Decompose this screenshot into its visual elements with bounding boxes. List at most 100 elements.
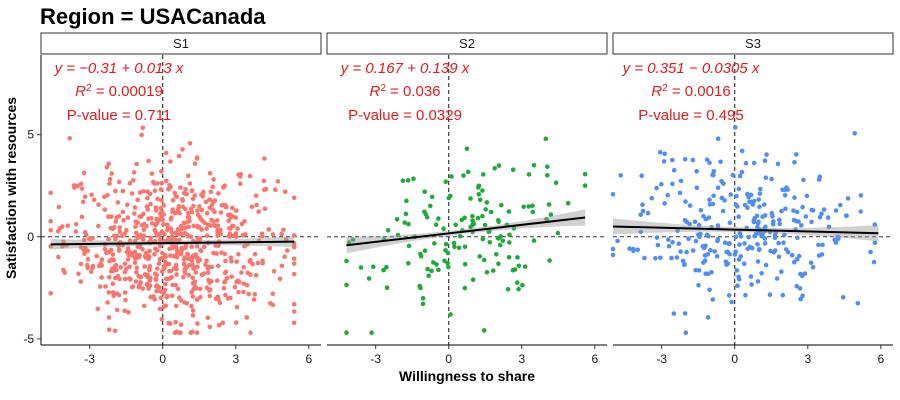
data-point [135,220,140,225]
data-point [781,240,786,245]
data-point [163,254,168,259]
data-point [110,290,116,295]
data-point [282,254,287,259]
data-point [112,328,118,334]
data-point [256,209,262,214]
data-point [482,222,488,228]
data-point [192,161,198,166]
data-point [282,189,288,194]
data-point [195,259,201,264]
data-point [545,173,550,178]
data-point [610,192,616,197]
data-point [858,193,864,198]
data-point [198,294,203,300]
data-point [149,216,154,221]
data-point [782,193,788,198]
data-point [791,217,797,223]
data-point [164,222,170,227]
data-point [229,274,234,279]
data-point [139,223,145,228]
data-point [227,225,232,231]
data-point [115,200,121,205]
data-point [48,227,53,233]
data-point [729,299,734,305]
data-point [776,254,782,260]
data-point [683,199,688,204]
data-point [169,234,175,240]
data-point [779,208,784,214]
data-point [114,307,120,313]
data-point [618,173,623,178]
data-point [154,216,159,222]
data-point [506,209,512,214]
data-point [96,223,101,229]
data-point [175,286,181,292]
x-tick-label: 0 [159,352,166,366]
data-point [136,273,141,279]
data-point [819,211,824,216]
data-point [130,284,136,289]
data-point [99,257,105,262]
data-point [727,220,733,225]
data-point [547,258,552,263]
data-point [548,212,554,217]
data-point [252,292,258,297]
data-point [131,177,136,183]
data-point [161,291,167,296]
data-point [476,192,482,197]
data-point [816,242,821,248]
x-axis-title: Willingness to share [399,368,535,384]
data-point [496,261,501,267]
data-point [141,233,147,238]
data-point [97,284,103,289]
data-point [48,190,53,196]
data-point [669,255,674,261]
data-point [123,297,128,303]
data-point [158,211,163,216]
data-point [429,268,434,274]
data-point [761,202,767,207]
data-point [428,203,433,209]
data-point [111,224,117,230]
data-point [675,228,680,234]
data-point [223,258,228,264]
data-point [140,247,145,252]
data-point [144,250,149,256]
data-point [170,245,176,250]
data-point [181,261,187,267]
data-point [221,285,227,291]
data-point [798,271,803,277]
data-point [104,250,109,256]
data-point [752,215,757,221]
data-point [698,208,704,213]
data-point [78,244,84,250]
data-point [117,225,122,230]
data-point [772,232,778,238]
data-point [708,247,713,253]
x-tick-label: 3 [518,352,525,366]
data-point [228,255,234,260]
data-point [187,141,193,146]
data-point [80,199,86,205]
data-point [291,256,297,262]
data-point [173,320,178,325]
x-tick-label: 3 [232,352,239,366]
data-point [484,270,490,275]
data-point [88,236,93,242]
data-point [696,232,701,237]
data-point [701,260,706,265]
data-point [174,266,179,272]
data-point [142,272,148,277]
data-point [755,242,760,247]
data-point [239,270,244,275]
data-point [220,185,226,190]
data-point [190,254,195,260]
data-point [110,252,116,257]
data-point [381,267,386,273]
data-point [233,234,239,240]
data-point [291,271,297,277]
data-point [785,249,791,255]
data-point [291,320,297,326]
data-point [816,177,822,182]
